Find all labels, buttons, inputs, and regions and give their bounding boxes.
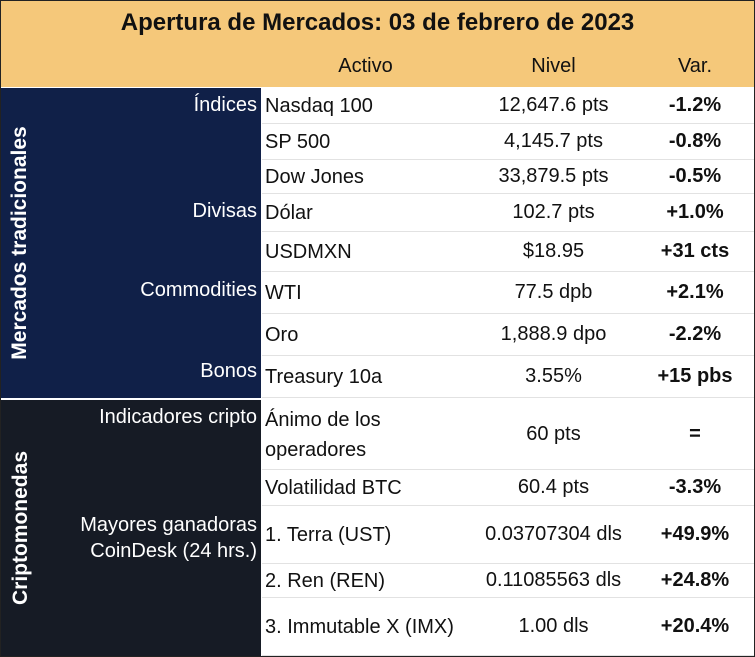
nivel-cell: 1.00 dls [518,615,589,637]
category-bonos: Bonos [200,360,257,382]
nivel-cell: 77.5 dpb [514,281,593,303]
nivel-cell: 33,879.5 pts [498,165,609,187]
var-cell: +24.8% [660,569,730,591]
table-row: Ánimo de los operadores 60 pts = [262,400,754,470]
nivel-cell: 102.7 pts [512,201,595,223]
category-mayores-ganadoras: Mayores ganadoras CoinDesk (24 hrs.) [80,514,257,562]
table-row: USDMXN $18.95 +31 cts [262,232,754,272]
category-commodities: Commodities [140,279,257,301]
var-cell: -3.3% [668,476,722,498]
section-band-tradicionales [1,88,261,398]
activo-cell: Nasdaq 100 [265,94,373,117]
nivel-cell: 60.4 pts [517,476,590,498]
table-row: Treasury 10a 3.55% +15 pbs [262,356,754,398]
header-var: Var. [677,55,713,77]
section-label-tradicionales: Mercados tradicionales [8,126,31,360]
var-cell: +49.9% [660,523,730,545]
table-row: Dólar 102.7 pts +1.0% [262,194,754,232]
nivel-cell: $18.95 [522,240,585,262]
activo-cell: Oro [265,323,299,346]
nivel-cell: 3.55% [525,365,582,387]
table-row: Nasdaq 100 12,647.6 pts -1.2% [262,88,754,124]
var-cell: -0.5% [668,165,722,187]
table-row: WTI 77.5 dpb +2.1% [262,272,754,314]
category-indices: Índices [193,94,257,116]
table-row: 1. Terra (UST) 0.03707304 dls +49.9% [262,506,754,564]
table-row: Volatilidad BTC 60.4 pts -3.3% [262,470,754,506]
var-cell: -0.8% [668,130,722,152]
var-cell: +31 cts [660,240,730,262]
activo-cell: 2. Ren (REN) [265,569,386,592]
var-cell: -2.2% [668,323,722,345]
category-indicadores-cripto: Indicadores cripto [99,406,257,428]
nivel-cell: 0.03707304 dls [485,523,622,545]
nivel-cell: 1,888.9 dpo [500,323,607,345]
header-activo: Activo [338,55,393,77]
var-cell: -1.2% [668,94,722,116]
table-row: Oro 1,888.9 dpo -2.2% [262,314,754,356]
var-cell: +15 pbs [657,365,733,387]
activo-cell: Volatilidad BTC [265,476,402,499]
nivel-cell: 4,145.7 pts [504,130,603,152]
var-cell: = [689,423,701,445]
activo-cell: 1. Terra (UST) [265,523,392,546]
activo-cell: 3. Immutable X (IMX) [265,615,454,638]
section-label-cripto: Criptomonedas [9,451,32,606]
activo-cell: USDMXN [265,240,352,263]
var-cell: +2.1% [666,281,724,303]
activo-cell: Dow Jones [265,165,364,188]
nivel-cell: 12,647.6 pts [498,94,609,116]
table-row: Dow Jones 33,879.5 pts -0.5% [262,160,754,194]
page-title: Apertura de Mercados: 03 de febrero de 2… [1,1,754,45]
column-header-row: Activo Nivel Var. [1,45,754,87]
var-cell: +20.4% [660,615,730,637]
activo-cell: WTI [265,281,302,304]
header-nivel: Nivel [531,55,576,77]
activo-cell: Dólar [265,201,313,224]
activo-cell: Treasury 10a [265,365,383,388]
nivel-cell: 0.11085563 dls [485,569,622,591]
section-band-cripto [1,400,261,656]
table-row: 3. Immutable X (IMX) 1.00 dls +20.4% [262,598,754,656]
table-row: 2. Ren (REN) 0.11085563 dls +24.8% [262,564,754,598]
activo-cell: SP 500 [265,130,331,153]
var-cell: +1.0% [666,201,724,223]
activo-cell: Ánimo de los operadores [265,408,381,461]
nivel-cell: 60 pts [526,423,581,445]
category-divisas: Divisas [192,200,257,222]
table-row: SP 500 4,145.7 pts -0.8% [262,124,754,160]
